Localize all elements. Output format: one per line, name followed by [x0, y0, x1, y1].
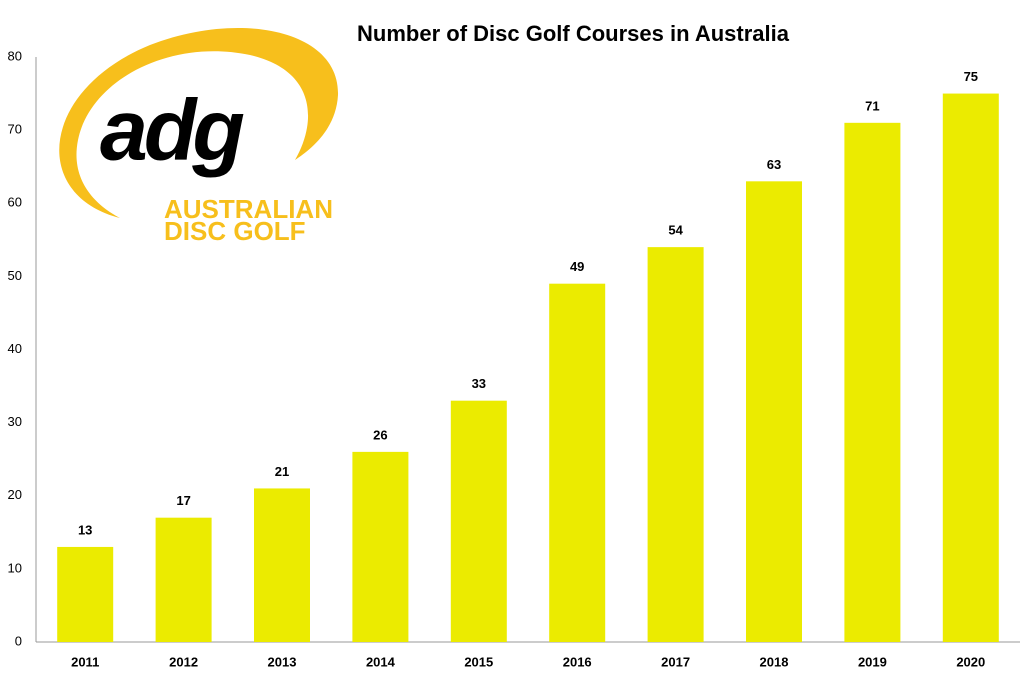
bar [844, 122, 901, 642]
logo-name: DISC GOLF [164, 216, 306, 246]
bar [647, 247, 704, 642]
y-tick-label: 50 [8, 268, 22, 283]
bar [942, 93, 999, 642]
bar [450, 400, 507, 642]
bar [254, 488, 310, 642]
logo: adg AUSTRALIAN DISC GOLF [59, 27, 339, 246]
bar [746, 181, 802, 642]
y-tick-label: 20 [8, 487, 22, 502]
value-label: 49 [570, 259, 584, 274]
value-label: 13 [78, 522, 92, 537]
x-tick-label: 2018 [760, 654, 789, 669]
bar [352, 451, 409, 642]
y-tick-label: 80 [8, 48, 22, 63]
value-label: 17 [176, 493, 190, 508]
x-tick-label: 2014 [366, 654, 396, 669]
y-tick-label: 70 [8, 122, 22, 137]
y-tick-label: 10 [8, 560, 22, 575]
x-tick-label: 2016 [563, 654, 592, 669]
value-label: 33 [472, 376, 486, 391]
y-tick-label: 60 [8, 195, 22, 210]
y-tick-label: 40 [8, 341, 22, 356]
x-tick-label: 2012 [169, 654, 198, 669]
x-tick-label: 2013 [268, 654, 297, 669]
x-tick-label: 2020 [956, 654, 985, 669]
y-tick-label: 30 [8, 414, 22, 429]
logo-swoosh [59, 27, 339, 219]
y-tick-label: 0 [15, 633, 22, 648]
value-label: 26 [373, 427, 387, 442]
bar [155, 517, 212, 642]
value-label: 71 [865, 98, 879, 113]
bar [549, 283, 606, 642]
logo-mark: adg [100, 83, 244, 179]
x-tick-label: 2015 [464, 654, 493, 669]
value-label: 75 [964, 69, 978, 84]
chart-title: Number of Disc Golf Courses in Australia [357, 21, 790, 46]
logo-name: AUSTRALIAN [164, 194, 333, 224]
bar [57, 546, 114, 642]
value-label: 54 [668, 223, 683, 238]
value-label: 21 [275, 464, 289, 479]
x-tick-label: 2011 [71, 654, 99, 669]
x-tick-label: 2017 [661, 654, 690, 669]
value-label: 63 [767, 157, 781, 172]
x-tick-label: 2019 [858, 654, 887, 669]
